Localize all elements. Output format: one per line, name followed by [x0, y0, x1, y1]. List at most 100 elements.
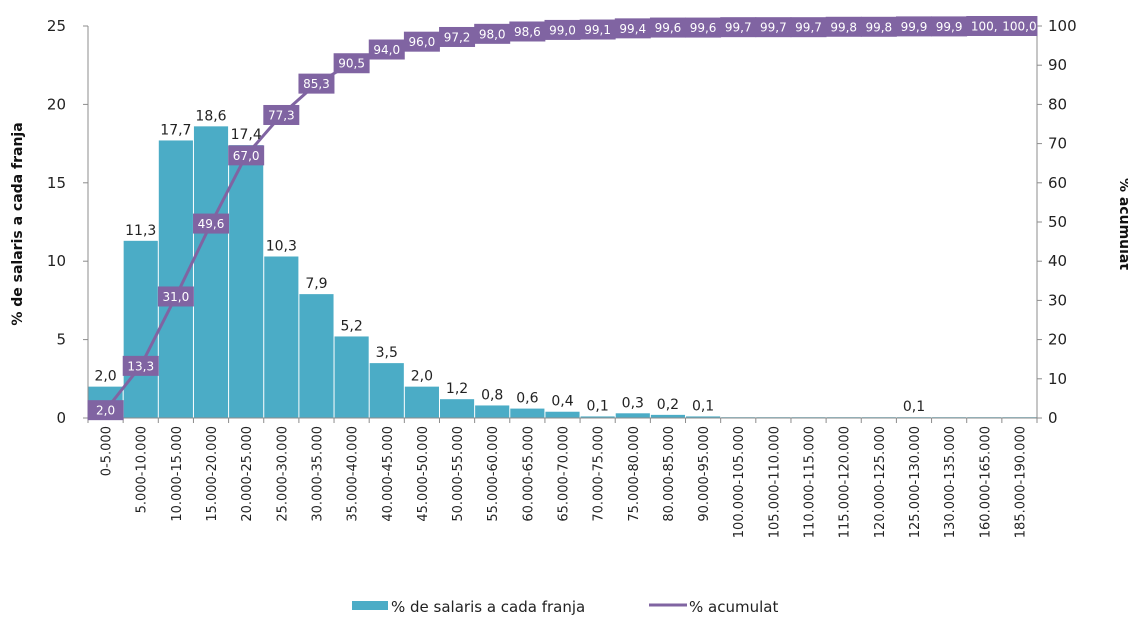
bar-12 — [510, 408, 545, 418]
cumulative-label-5: 77,3 — [268, 108, 295, 122]
x-tick-label-5: 25.000-30.000 — [275, 426, 290, 522]
cumulative-label-26: 100,0 — [1002, 20, 1036, 34]
x-tick-label-12: 60.000-65.000 — [521, 426, 536, 522]
cumulative-label-box-13 — [544, 19, 581, 40]
y2-tick-label-80: 80 — [1048, 95, 1067, 113]
x-tick-label-8: 40.000-45.000 — [381, 426, 396, 522]
cumulative-label-box-18 — [720, 17, 757, 38]
y-tick-label-15: 15 — [47, 174, 66, 192]
cumulative-label-15: 99,4 — [619, 22, 646, 36]
cumulative-data-labels: 2,0 13,3 31,0 49,6 67,0 77,3 85,3 90,5 94,0 96,0 9… — [87, 16, 1038, 421]
cumulative-label-3: 49,6 — [198, 217, 225, 231]
y2-tick-label-0: 0 — [1048, 409, 1058, 427]
cumulative-label-box-19 — [755, 17, 792, 38]
bar-4 — [229, 145, 264, 418]
cumulative-label-box-17 — [685, 17, 722, 38]
bar-label-16: 0,2 — [657, 397, 679, 413]
x-tick-label-21: 115.000-120.000 — [838, 426, 853, 538]
cumulative-label-20: 99,7 — [795, 21, 822, 35]
y2-tick-label-90: 90 — [1048, 56, 1067, 74]
bar-label-7: 5,2 — [340, 318, 362, 334]
cumulative-label-18: 99,7 — [725, 21, 752, 35]
cumulative-label-box-21 — [825, 16, 862, 37]
cumulative-label-box-26 — [1001, 16, 1038, 36]
x-tick-label-17: 90.000-95.000 — [697, 426, 712, 522]
cumulative-label-box-23 — [895, 16, 932, 37]
bar-label-2: 17,7 — [160, 122, 191, 138]
bar-label-6: 7,9 — [305, 276, 327, 292]
x-tick-label-7: 35.000-40.000 — [346, 426, 361, 522]
bar-label-0: 2,0 — [94, 369, 116, 385]
cumulative-label-box-3 — [193, 213, 230, 234]
cumulative-label-box-8 — [368, 39, 405, 60]
y2-tick-label-10: 10 — [1048, 370, 1067, 388]
cumulative-label-box-11 — [474, 23, 511, 44]
cumulative-label-0: 2,0 — [96, 404, 115, 418]
cumulative-label-12: 98,6 — [514, 25, 541, 39]
x-tick-label-14: 70.000-75.000 — [592, 426, 607, 522]
bar-label-23: 0,1 — [903, 399, 925, 415]
cumulative-label-6: 85,3 — [303, 77, 330, 91]
bar-15 — [615, 413, 650, 418]
x-tick-label-3: 15.000-20.000 — [205, 426, 220, 522]
bar-13 — [545, 411, 580, 418]
cumulative-label-25: 100, — [971, 20, 998, 34]
y-tick-label-20: 20 — [47, 95, 66, 113]
cumulative-label-10: 97,2 — [444, 30, 471, 44]
cumulative-label-17: 99,6 — [690, 21, 717, 35]
legend-line-label: % acumulat — [689, 598, 778, 616]
x-tick-label-11: 55.000-60.000 — [486, 426, 501, 522]
y2-tick-label-60: 60 — [1048, 174, 1067, 192]
cumulative-label-box-14 — [579, 19, 616, 40]
legend-bar-label: % de salaris a cada franja — [391, 598, 585, 616]
x-tick-label-2: 10.000-15.000 — [170, 426, 185, 522]
bar-label-17: 0,1 — [692, 398, 714, 414]
cumulative-label-13: 99,0 — [549, 23, 576, 37]
cumulative-label-box-2 — [157, 286, 194, 307]
axes: 0 5 10 15 20 25 0 10 20 30 40 50 60 70 80 90 100 0-5.000 5… — [47, 17, 1077, 538]
cumulative-label-box-16 — [649, 17, 686, 38]
bar-6 — [299, 294, 334, 418]
cumulative-label-21: 99,8 — [830, 20, 857, 34]
x-tick-label-6: 30.000-35.000 — [310, 426, 325, 522]
cumulative-label-box-0 — [87, 400, 124, 421]
bar-8 — [369, 363, 404, 418]
x-tick-label-19: 105.000-110.000 — [767, 426, 782, 538]
bar-label-1: 11,3 — [125, 223, 156, 239]
bar-label-13: 0,4 — [551, 394, 573, 410]
cumulative-label-16: 99,6 — [655, 21, 682, 35]
cumulative-label-box-25 — [966, 16, 1003, 36]
x-tick-label-13: 65.000-70.000 — [557, 426, 572, 522]
bar-16 — [650, 414, 686, 418]
x-tick-label-25: 160.000-165.000 — [978, 426, 993, 538]
x-tick-label-9: 45.000-50.000 — [416, 426, 431, 522]
cumulative-label-7: 90,5 — [338, 57, 365, 71]
x-tick-label-22: 120.000-125.000 — [873, 426, 888, 538]
x-tick-label-15: 75.000-80.000 — [627, 426, 642, 522]
x-tick-label-23: 125.000-130.000 — [908, 426, 923, 538]
bar-label-12: 0,6 — [516, 391, 538, 407]
cumulative-label-11: 98,0 — [479, 27, 506, 41]
cumulative-label-4: 67,0 — [233, 149, 260, 163]
y-tick-label-0: 0 — [56, 409, 66, 427]
cumulative-label-box-22 — [860, 16, 897, 37]
cumulative-label-box-12 — [509, 21, 546, 42]
x-tick-label-4: 20.000-25.000 — [240, 426, 255, 522]
bar-label-3: 18,6 — [195, 108, 226, 124]
bar-label-9: 2,0 — [411, 369, 433, 385]
bar-label-5: 10,3 — [266, 238, 297, 254]
x-tick-label-20: 110.000-115.000 — [803, 426, 818, 538]
bar-10 — [439, 399, 475, 418]
bar-1 — [123, 240, 158, 418]
cumulative-label-box-10 — [439, 26, 476, 47]
y-axis-title: % de salaris a cada franja — [10, 122, 26, 325]
bar-series — [88, 126, 1037, 419]
cumulative-label-1: 13,3 — [127, 359, 154, 373]
legend: % de salaris a cada franja % acumulat — [352, 598, 778, 616]
cumulative-label-box-5 — [263, 104, 300, 125]
cumulative-label-24: 99,9 — [936, 20, 963, 34]
y2-tick-label-70: 70 — [1048, 135, 1067, 153]
cumulative-label-22: 99,8 — [865, 20, 892, 34]
bar-17 — [686, 416, 721, 418]
